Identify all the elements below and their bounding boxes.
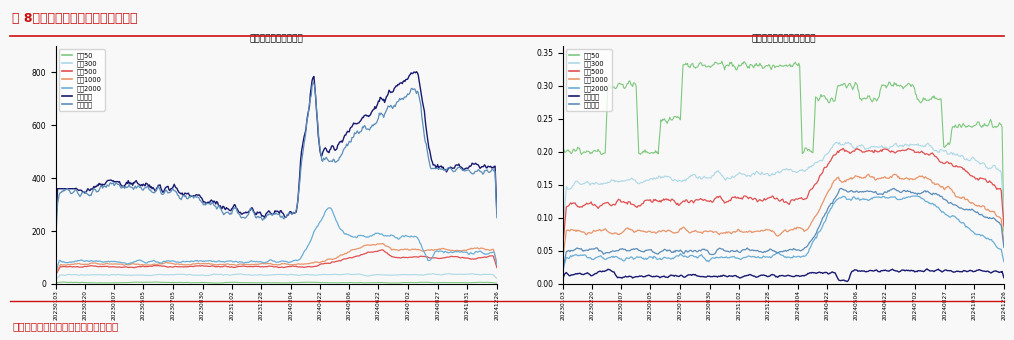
Title: 各宽基指数破净个股数占比: 各宽基指数破净个股数占比 — [751, 35, 815, 44]
Legend: 上证50, 沪深300, 中证500, 中证1000, 中证2000, 创业板指, 中证全指: 上证50, 沪深300, 中证500, 中证1000, 中证2000, 创业板指… — [59, 49, 104, 111]
Title: 各宽基指数破净个股数: 各宽基指数破净个股数 — [249, 35, 303, 44]
Text: 图 8、各宽基指数破净个股数和占比: 图 8、各宽基指数破净个股数和占比 — [12, 12, 138, 25]
Legend: 上证50, 沪深300, 中证500, 中证1000, 中证2000, 创业板指, 中证全指: 上证50, 沪深300, 中证500, 中证1000, 中证2000, 创业板指… — [566, 49, 611, 111]
Text: 数据来源：聚宽，江海证券研究发展部: 数据来源：聚宽，江海证券研究发展部 — [12, 321, 119, 331]
